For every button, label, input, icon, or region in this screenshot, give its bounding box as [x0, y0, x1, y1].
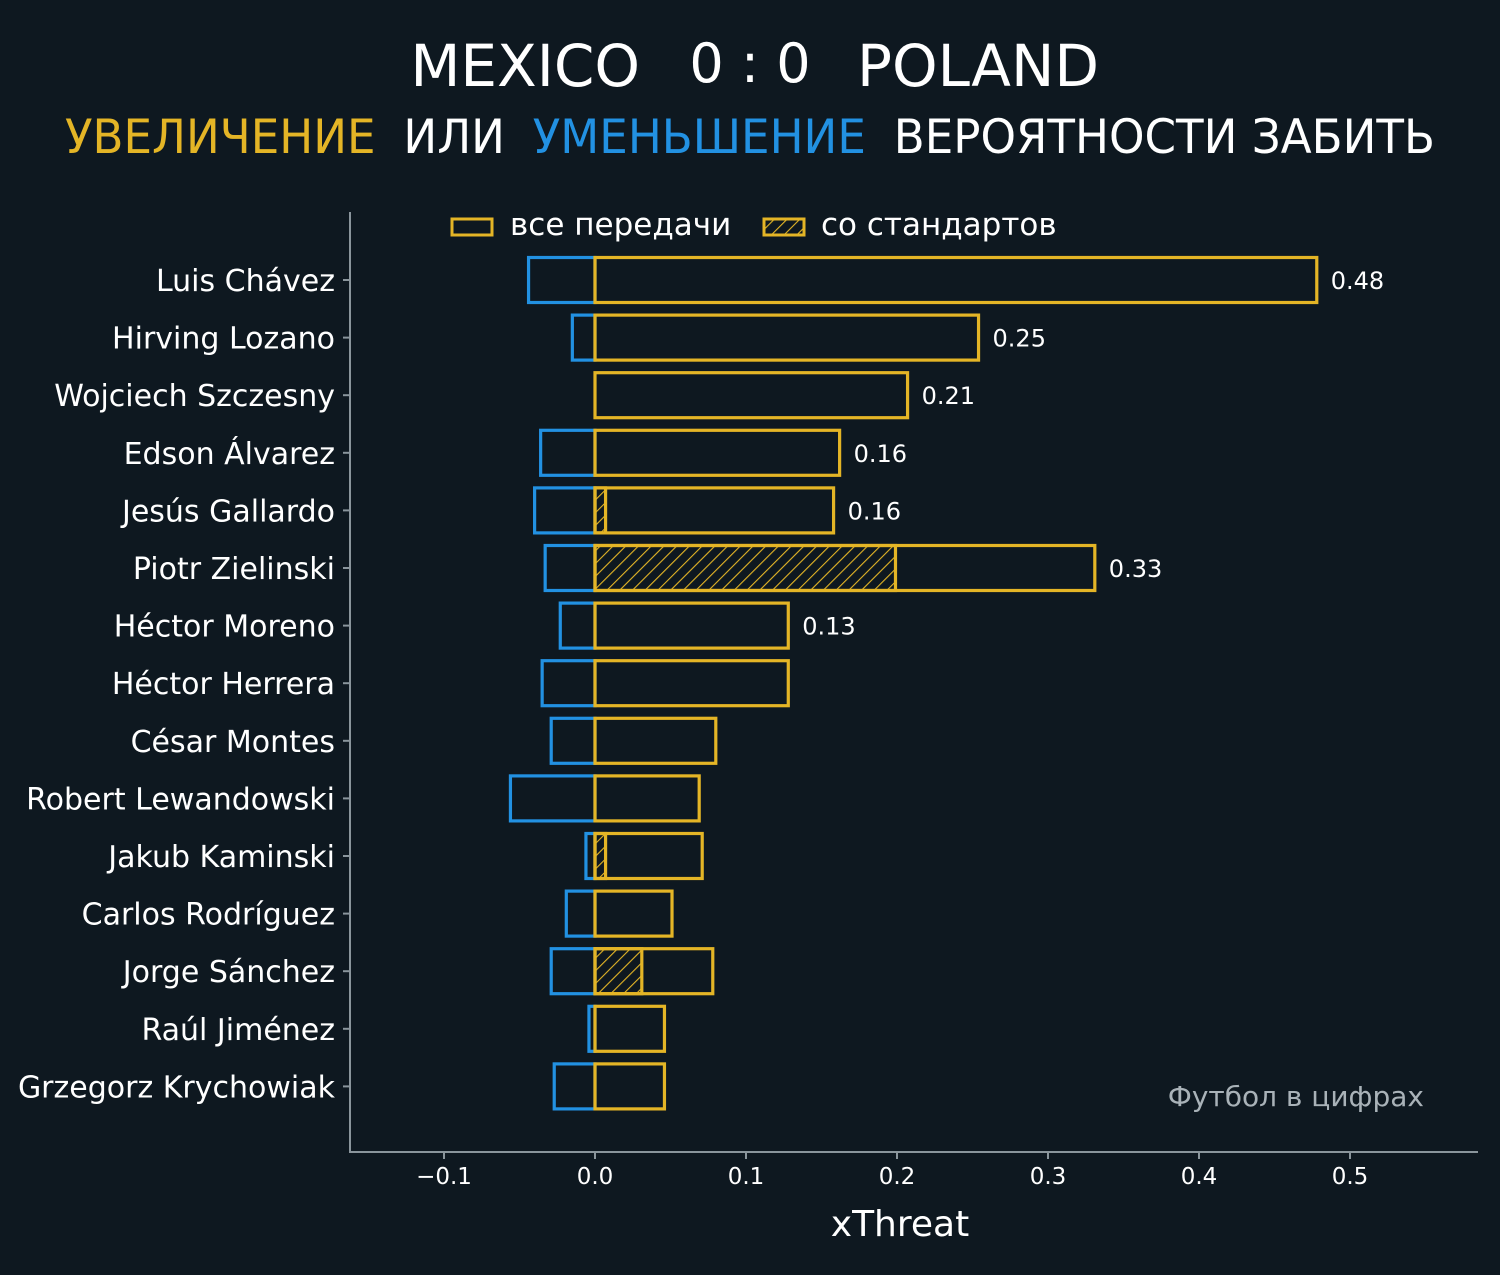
bar-all-passes [593, 774, 701, 823]
y-tick-label: Jesús Gallardo [120, 494, 335, 529]
y-tick-labels: Luis Chávez Hirving Lozano Wojciech Szczes… [18, 264, 350, 1105]
bar-all-passes [593, 255, 1319, 305]
bar-negative [526, 255, 597, 305]
bar-negative [570, 313, 597, 362]
data-label: 0.25 [993, 325, 1046, 353]
x-ticks: −0.1 0.0 0.1 0.2 0.3 0.4 0.5 [416, 1152, 1368, 1190]
x-tick-label: 0.2 [879, 1164, 916, 1190]
bar-negative [540, 659, 597, 708]
legend-swatch-all-passes [450, 217, 494, 237]
y-tick-label: Robert Lewandowski [26, 782, 335, 817]
y-tick-label: Luis Chávez [156, 264, 335, 299]
bar-all-passes [593, 716, 718, 765]
x-tick-label: −0.1 [416, 1164, 472, 1190]
bar-all-passes [593, 831, 704, 881]
bar-negative [558, 601, 597, 650]
watermark: Футбол в цифрах [1168, 1080, 1424, 1113]
y-tick-label: Carlos Rodríguez [82, 898, 335, 933]
y-tick-label: Wojciech Szczesny [54, 379, 335, 414]
bar-set-pieces [593, 543, 898, 593]
bar-all-passes [593, 1004, 667, 1053]
y-tick-label: Héctor Moreno [114, 610, 335, 645]
y-tick-label: Jorge Sánchez [121, 955, 335, 990]
y-tick-label: Edson Álvarez [124, 436, 335, 472]
y-tick-label: Hirving Lozano [112, 322, 335, 357]
bar-all-passes [593, 313, 981, 362]
bar-negative [539, 428, 597, 477]
y-tick-label: César Montes [131, 725, 335, 760]
bar-all-passes [593, 371, 910, 420]
legend-label-all-passes: все передачи [510, 207, 731, 243]
bar-set-pieces [593, 947, 644, 996]
y-tick-label: Grzegorz Krychowiak [18, 1070, 336, 1105]
legend: все передачи со стандартов [450, 207, 1057, 243]
bar-negative [549, 947, 597, 996]
x-tick-label: 0.1 [728, 1164, 765, 1190]
subtitle-increase: УВЕЛИЧЕНИЕ [65, 110, 376, 165]
subtitle: УВЕЛИЧЕНИЕ ИЛИ УМЕНЬШЕНИЕ ВЕРОЯТНОСТИ ЗА… [65, 110, 1435, 165]
x-tick-label: 0.3 [1030, 1164, 1067, 1190]
bar-all-passes [593, 428, 842, 477]
score: 0 : 0 [689, 32, 810, 95]
data-label: 0.21 [922, 382, 975, 410]
team-home: MEXICO [410, 32, 640, 100]
y-tick-label: Héctor Herrera [112, 667, 335, 702]
data-label: 0.48 [1331, 267, 1384, 295]
bar-all-passes [593, 659, 790, 708]
y-tick-label: Piotr Zielinski [133, 552, 335, 587]
x-tick-label: 0.4 [1181, 1164, 1218, 1190]
subtitle-decrease: УМЕНЬШЕНИЕ [533, 110, 866, 165]
x-tick-label: 0.0 [577, 1164, 614, 1190]
bars-layer: 0.48 0.25 0.21 0.16 0.16 0.33 0.13 [508, 255, 1384, 1111]
x-tick-label: 0.5 [1332, 1164, 1369, 1190]
bar-all-passes [593, 486, 836, 535]
y-tick-label: Raúl Jiménez [141, 1013, 335, 1048]
bar-all-passes [593, 947, 715, 996]
data-label: 0.13 [802, 613, 855, 641]
bar-negative [549, 716, 597, 765]
bar-negative [552, 1062, 597, 1111]
bar-negative [532, 486, 597, 535]
subtitle-rest: ВЕРОЯТНОСТИ ЗАБИТЬ [894, 110, 1435, 165]
legend-label-set-pieces: со стандартов [821, 207, 1057, 243]
data-label: 0.33 [1109, 555, 1162, 583]
bar-all-passes [593, 601, 790, 650]
x-axis-label: xThreat [831, 1204, 969, 1245]
subtitle-or: ИЛИ [403, 110, 505, 165]
bar-all-passes [593, 543, 1097, 593]
y-tick-label: Jakub Kaminski [106, 840, 335, 875]
bar-negative [543, 543, 597, 593]
bar-negative [508, 774, 597, 823]
data-label: 0.16 [848, 497, 901, 525]
bar-all-passes [593, 1062, 667, 1111]
legend-swatch-set-pieces [762, 217, 806, 237]
team-away: POLAND [857, 32, 1099, 100]
bar-negative [564, 889, 597, 938]
data-label: 0.16 [854, 440, 907, 468]
bar-all-passes [593, 889, 674, 938]
